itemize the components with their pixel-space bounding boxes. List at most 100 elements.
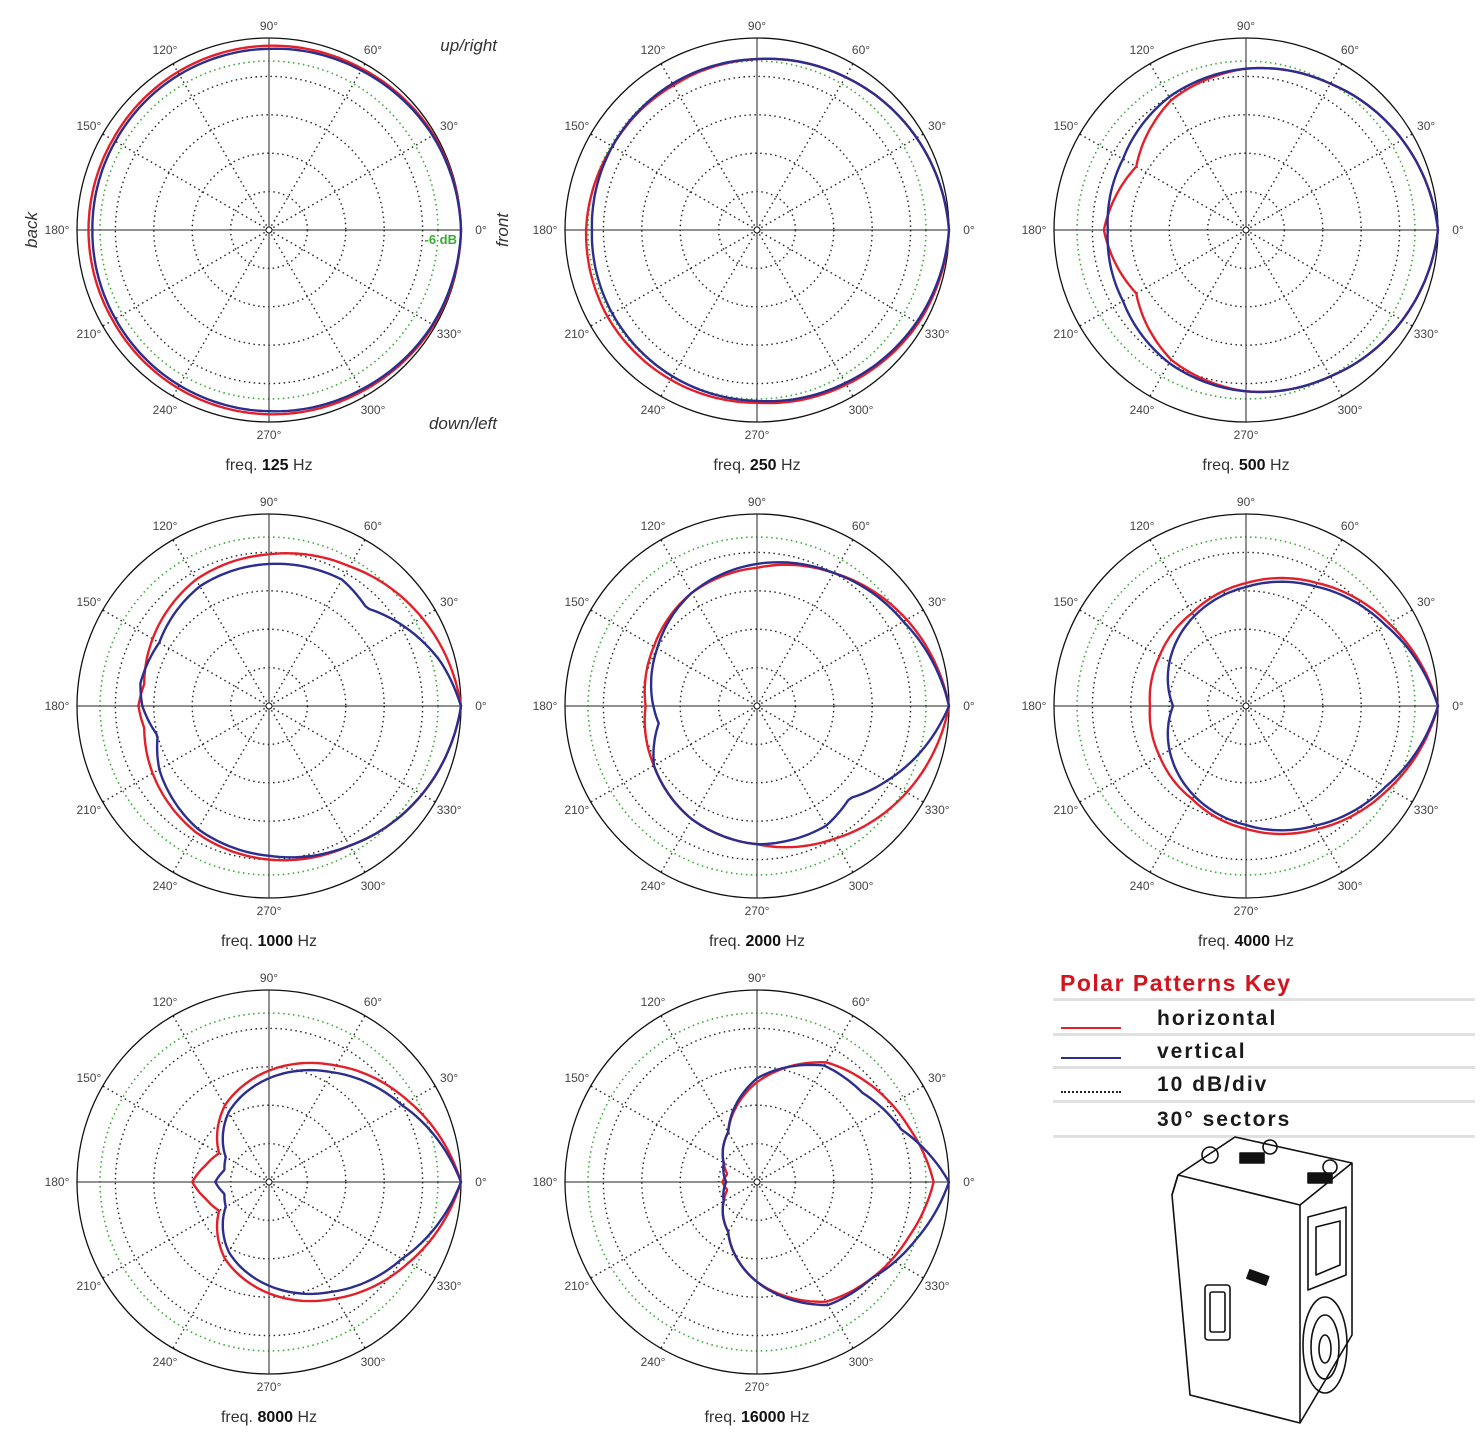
angle-label: 0° <box>963 223 975 237</box>
spoke-line <box>590 705 758 803</box>
frequency-caption: freq. 16000 Hz <box>705 1409 810 1426</box>
polar-chart-2000: 0° 30° 60° 90° 120° 150° 180° 210° 240° 270° 300° 3… <box>533 495 975 950</box>
angle-label: 240° <box>1130 403 1155 417</box>
spoke-line <box>756 705 924 803</box>
angle-label: 240° <box>153 403 178 417</box>
angle-label: 120° <box>641 43 666 57</box>
spoke-line <box>268 539 366 707</box>
angle-label: 150° <box>1053 119 1078 133</box>
spoke-line <box>756 1181 924 1279</box>
vertical-curve-250 <box>590 57 951 403</box>
angle-label: 330° <box>925 803 950 817</box>
angle-label: 300° <box>849 1355 874 1369</box>
angle-label: 120° <box>153 43 178 57</box>
spoke-line <box>756 1085 924 1183</box>
spoke-line <box>268 1181 366 1349</box>
spoke-line <box>172 63 270 231</box>
frequency-caption: freq. 500 Hz <box>1202 457 1289 474</box>
spoke-line <box>1149 539 1247 707</box>
horizontal-curve-4000 <box>1148 576 1440 836</box>
spoke-line <box>1079 609 1247 707</box>
spoke-line <box>1245 229 1413 327</box>
angle-label: 60° <box>1341 43 1359 57</box>
spoke-line <box>1079 133 1247 231</box>
spoke-line <box>756 609 924 707</box>
center-mark <box>265 1178 273 1186</box>
angle-label: 210° <box>1053 327 1078 341</box>
angle-label: 330° <box>437 1279 462 1293</box>
spoke-line <box>1149 63 1247 231</box>
angle-label: 300° <box>361 403 386 417</box>
spoke-line <box>1079 705 1247 803</box>
frequency-caption: freq. 125 Hz <box>225 457 312 474</box>
angle-label: 270° <box>1234 428 1259 442</box>
angle-label: 270° <box>1234 904 1259 918</box>
polar-chart-16000: 0° 30° 60° 90° 120° 150° 180° 210° 240° 270° 300° 3… <box>533 971 975 1426</box>
angle-label: 330° <box>1414 803 1439 817</box>
back-label: back <box>22 211 41 248</box>
spoke-line <box>268 1015 366 1183</box>
angle-label: 150° <box>76 119 101 133</box>
angle-label: 90° <box>748 19 766 33</box>
angle-label: 300° <box>849 403 874 417</box>
key-separator <box>1053 1066 1475 1069</box>
angle-label: 30° <box>440 1071 458 1085</box>
center-mark <box>265 702 273 710</box>
angle-label: 0° <box>963 1175 975 1189</box>
angle-label: 0° <box>963 699 975 713</box>
angle-label: 180° <box>1022 223 1047 237</box>
center-mark <box>753 702 761 710</box>
angle-label: 240° <box>641 1355 666 1369</box>
angle-label: 30° <box>440 119 458 133</box>
key-title: Polar Patterns Key <box>1060 970 1292 996</box>
spoke-line <box>660 229 758 397</box>
key-separator <box>1053 1033 1475 1036</box>
spoke-line <box>660 1015 758 1183</box>
angle-label: 150° <box>564 119 589 133</box>
spoke-line <box>102 1181 270 1279</box>
angle-label: 90° <box>748 971 766 985</box>
angle-label: 90° <box>260 19 278 33</box>
angle-label: 30° <box>928 119 946 133</box>
angle-label: 0° <box>475 1175 487 1189</box>
spoke-line <box>660 1181 758 1349</box>
minus6-label: -6 dB <box>425 232 458 247</box>
spoke-line <box>1245 63 1343 231</box>
spoke-line <box>590 1085 758 1183</box>
angle-label: 180° <box>45 223 70 237</box>
angle-label: 60° <box>852 519 870 533</box>
angle-label: 120° <box>641 519 666 533</box>
spoke-line <box>102 1085 270 1183</box>
angle-label: 60° <box>364 519 382 533</box>
angle-label: 300° <box>1338 403 1363 417</box>
spoke-line <box>268 1181 436 1279</box>
spoke-line <box>1245 229 1343 397</box>
spoke-line <box>590 609 758 707</box>
angle-label: 30° <box>1417 119 1435 133</box>
key-label-dbdiv: 10 dB/div <box>1157 1073 1269 1096</box>
vertical-swatch <box>1061 1057 1121 1059</box>
angle-label: 60° <box>852 43 870 57</box>
polar-chart-500: 0° 30° 60° 90° 120° 150° 180° 210° 240° 270° 300° 3… <box>1022 19 1464 474</box>
angle-label: 180° <box>533 223 558 237</box>
spoke-line <box>756 133 924 231</box>
spoke-line <box>660 63 758 231</box>
horizontal-curve-8000 <box>191 1061 463 1303</box>
angle-label: 150° <box>76 595 101 609</box>
spoke-line <box>590 1181 758 1279</box>
spoke-line <box>1245 609 1413 707</box>
angle-label: 150° <box>564 1071 589 1085</box>
angle-label: 0° <box>475 223 487 237</box>
angle-label: 300° <box>361 879 386 893</box>
spoke-line <box>102 609 270 707</box>
polar-chart-125: 0° 30° 60° 90° 120° 150° 180° 210° 240° 270° 300° 3… <box>45 19 487 474</box>
spoke-line <box>268 705 436 803</box>
vertical-curve-4000 <box>1166 580 1440 832</box>
key-label-vertical: vertical <box>1157 1040 1247 1063</box>
spoke-line <box>172 229 270 397</box>
spoke-line <box>268 705 366 873</box>
key-label-sectors: 30° sectors <box>1157 1108 1292 1131</box>
angle-label: 30° <box>1417 595 1435 609</box>
angle-label: 210° <box>564 803 589 817</box>
center-mark <box>1242 226 1250 234</box>
